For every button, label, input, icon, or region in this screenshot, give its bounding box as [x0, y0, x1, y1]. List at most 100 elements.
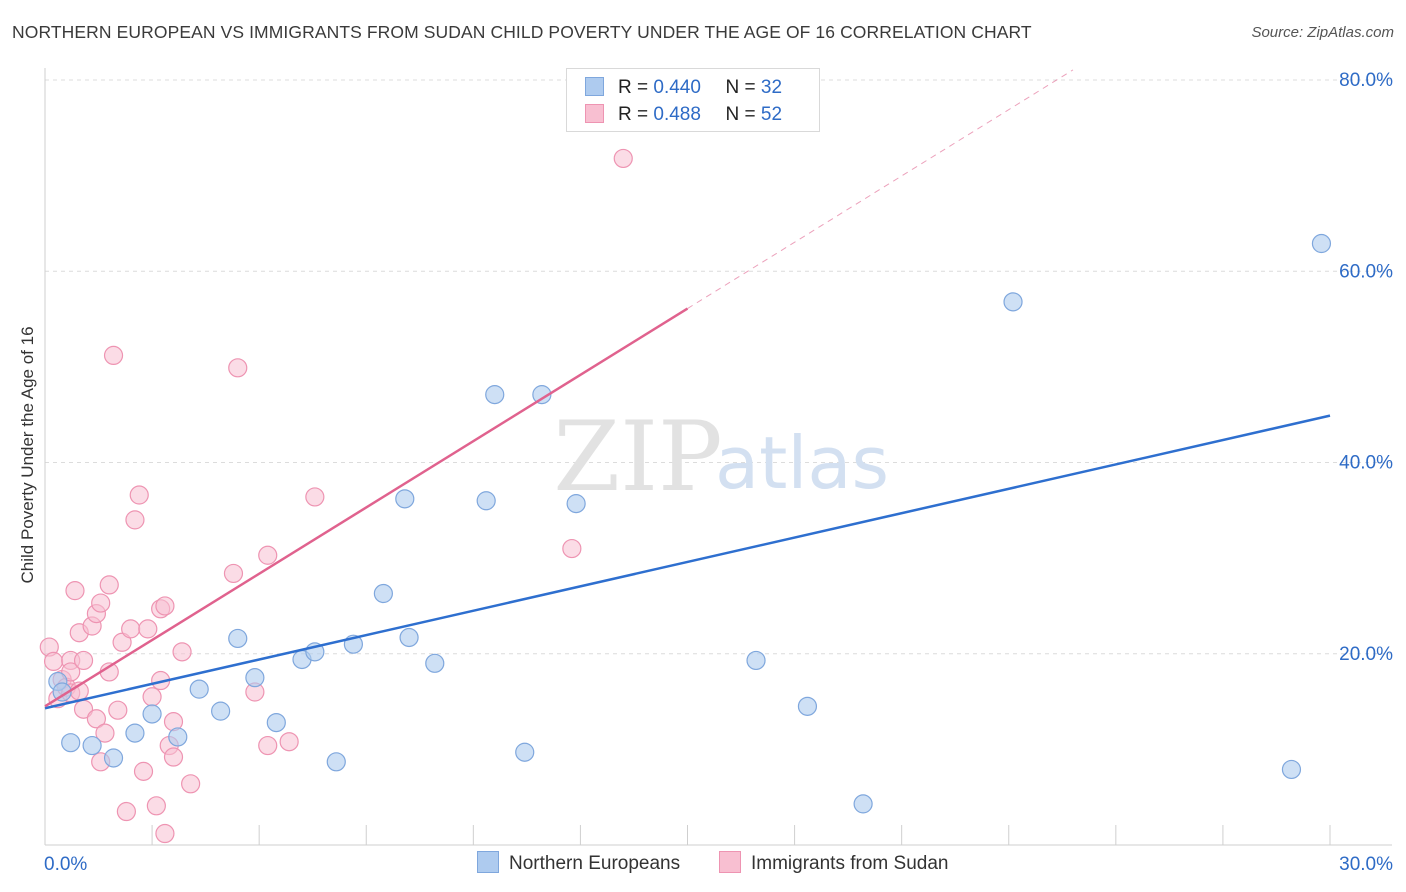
sudan-point [116, 801, 136, 822]
northern-european-point [395, 489, 415, 509]
y-tick-label: 40.0% [1339, 453, 1393, 474]
y-tick-label: 20.0% [1339, 644, 1393, 665]
gridlines [45, 79, 1392, 655]
watermark-zip: ZIP [553, 401, 722, 513]
sudan-point [155, 596, 175, 616]
northern-european-point [853, 794, 873, 814]
sudan-point [138, 619, 158, 639]
sudan-point [91, 593, 111, 613]
n-label: N = [725, 104, 756, 125]
northern-european-point [399, 627, 419, 648]
stats-legend: R = 0.440 N = 32 R = 0.488 N = 52 [566, 68, 820, 132]
northern-european-point [228, 628, 248, 649]
northern-european-point [61, 733, 81, 753]
northern-european-point [103, 748, 124, 768]
n-label: N = [725, 77, 756, 98]
sudan-point [43, 651, 64, 672]
x-tick-label: 30.0% [1339, 854, 1393, 875]
chart-title: NORTHERN EUROPEAN VS IMMIGRANTS FROM SUD… [12, 22, 1032, 42]
northern-european-point [168, 727, 188, 747]
sudan-point [108, 700, 128, 720]
sudan-point [73, 650, 94, 671]
sudan-point [133, 761, 154, 781]
northern-european-point [326, 752, 346, 772]
sudan-trend-extension [687, 69, 1074, 309]
n-value: 52 [760, 104, 783, 125]
sudan-point [129, 485, 149, 505]
pink-swatch [585, 104, 604, 123]
sudan-point [112, 632, 132, 652]
tick-labels: 20.0% 40.0% 60.0% 80.0% 0.0% 30.0% [44, 70, 1393, 875]
sudan-point [163, 747, 184, 767]
y-tick-label: 80.0% [1339, 70, 1393, 91]
blue-swatch [477, 851, 499, 873]
sudan-point [103, 345, 124, 365]
axes [44, 68, 1392, 846]
sudan-point [258, 545, 278, 565]
legend-label: Northern Europeans [509, 853, 681, 874]
sudan-point [279, 732, 299, 752]
series-legend: Northern Europeans Immigrants from Sudan [0, 851, 1406, 877]
sudan-point [125, 510, 145, 530]
northern-european-point [797, 696, 818, 716]
sudan-point [65, 581, 85, 601]
northern-european-point [1281, 759, 1302, 780]
northern-european-point [211, 701, 231, 721]
sudan-point [562, 538, 582, 559]
sudan-point [99, 575, 119, 595]
r-value: 0.488 [653, 104, 701, 125]
northern-european-points [48, 96, 1332, 814]
y-tick-label: 60.0% [1339, 261, 1393, 282]
sudan-point [121, 619, 141, 639]
sudan-point [146, 796, 166, 816]
northern-european-point [476, 491, 496, 511]
sudan-point [86, 709, 107, 729]
source-label: Source: ZipAtlas.com [1251, 24, 1394, 41]
sudan-point [258, 735, 278, 756]
legend-item-northern-europeans: Northern Europeans [477, 851, 680, 875]
pink-swatch [719, 851, 741, 873]
sudan-trend-line [44, 307, 689, 708]
sudan-point [305, 487, 325, 507]
sudan-point [172, 642, 192, 662]
northern-european-point [515, 742, 535, 762]
sudan-point [613, 148, 633, 169]
northern-european-point [566, 494, 586, 514]
northern-european-point [52, 682, 72, 702]
northern-european-point [142, 704, 162, 724]
northern-european-point [425, 653, 445, 673]
stats-row-northern-europeans: R = 0.440 N = 32 [585, 77, 782, 99]
northern-european-point [1311, 233, 1332, 254]
sudan-point [142, 687, 162, 707]
r-label: R = [618, 104, 649, 125]
y-axis-title: Child Poverty Under the Age of 16 [18, 326, 37, 584]
northern-european-point [245, 668, 265, 688]
sudan-point [95, 723, 115, 743]
sudan-point [223, 563, 244, 584]
northern-european-point [485, 385, 505, 405]
sudan-point [61, 662, 81, 682]
northern-european-point [189, 679, 209, 699]
watermark: ZIP atlas [553, 401, 889, 513]
watermark-atlas: atlas [715, 421, 889, 505]
legend-label: Immigrants from Sudan [751, 853, 949, 874]
x-tick-label: 0.0% [44, 854, 87, 875]
sudan-point [181, 774, 201, 794]
northern-european-trend-line [44, 414, 1331, 710]
northern-european-point [746, 650, 766, 671]
legend-item-sudan: Immigrants from Sudan [719, 851, 948, 875]
sudan-point [228, 358, 248, 378]
northern-european-point [82, 735, 102, 756]
n-value: 32 [760, 77, 783, 98]
r-value: 0.440 [653, 77, 701, 98]
northern-european-point [266, 712, 286, 733]
r-label: R = [618, 77, 649, 98]
northern-european-point [1003, 292, 1023, 312]
northern-european-point [125, 723, 145, 743]
blue-swatch [585, 77, 604, 96]
northern-european-point [373, 583, 393, 604]
sudan-point [155, 823, 175, 844]
trend-lines [44, 69, 1331, 710]
stats-row-sudan: R = 0.488 N = 52 [585, 104, 782, 126]
